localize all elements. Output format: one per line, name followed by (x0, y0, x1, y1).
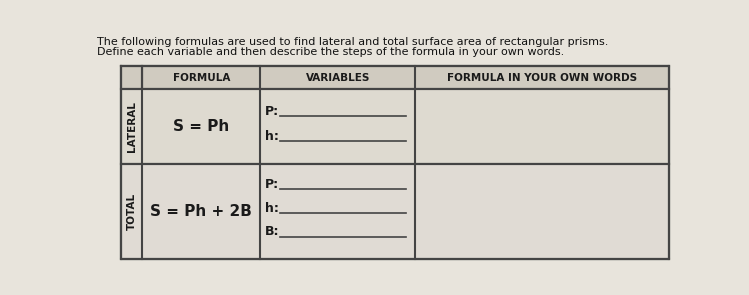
Text: B:: B: (265, 225, 279, 238)
Text: P:: P: (265, 178, 279, 191)
Text: h:: h: (265, 202, 279, 215)
Bar (121, 89, 669, 164)
Text: h:: h: (265, 130, 279, 142)
Text: TOTAL: TOTAL (127, 193, 136, 230)
Text: LATERAL: LATERAL (127, 101, 136, 152)
Text: P:: P: (265, 105, 279, 118)
Bar (142, 66, 669, 89)
Bar (121, 66, 669, 259)
Text: S = Ph: S = Ph (173, 119, 229, 134)
Bar (121, 164, 669, 259)
Text: Define each variable and then describe the steps of the formula in your own word: Define each variable and then describe t… (97, 47, 564, 57)
Text: S = Ph + 2B: S = Ph + 2B (151, 204, 252, 219)
Text: FORMULA: FORMULA (173, 73, 230, 83)
Bar (121, 66, 142, 89)
Text: VARIABLES: VARIABLES (306, 73, 370, 83)
Text: FORMULA IN YOUR OWN WORDS: FORMULA IN YOUR OWN WORDS (447, 73, 637, 83)
Text: The following formulas are used to find lateral and total surface area of rectan: The following formulas are used to find … (97, 37, 608, 47)
